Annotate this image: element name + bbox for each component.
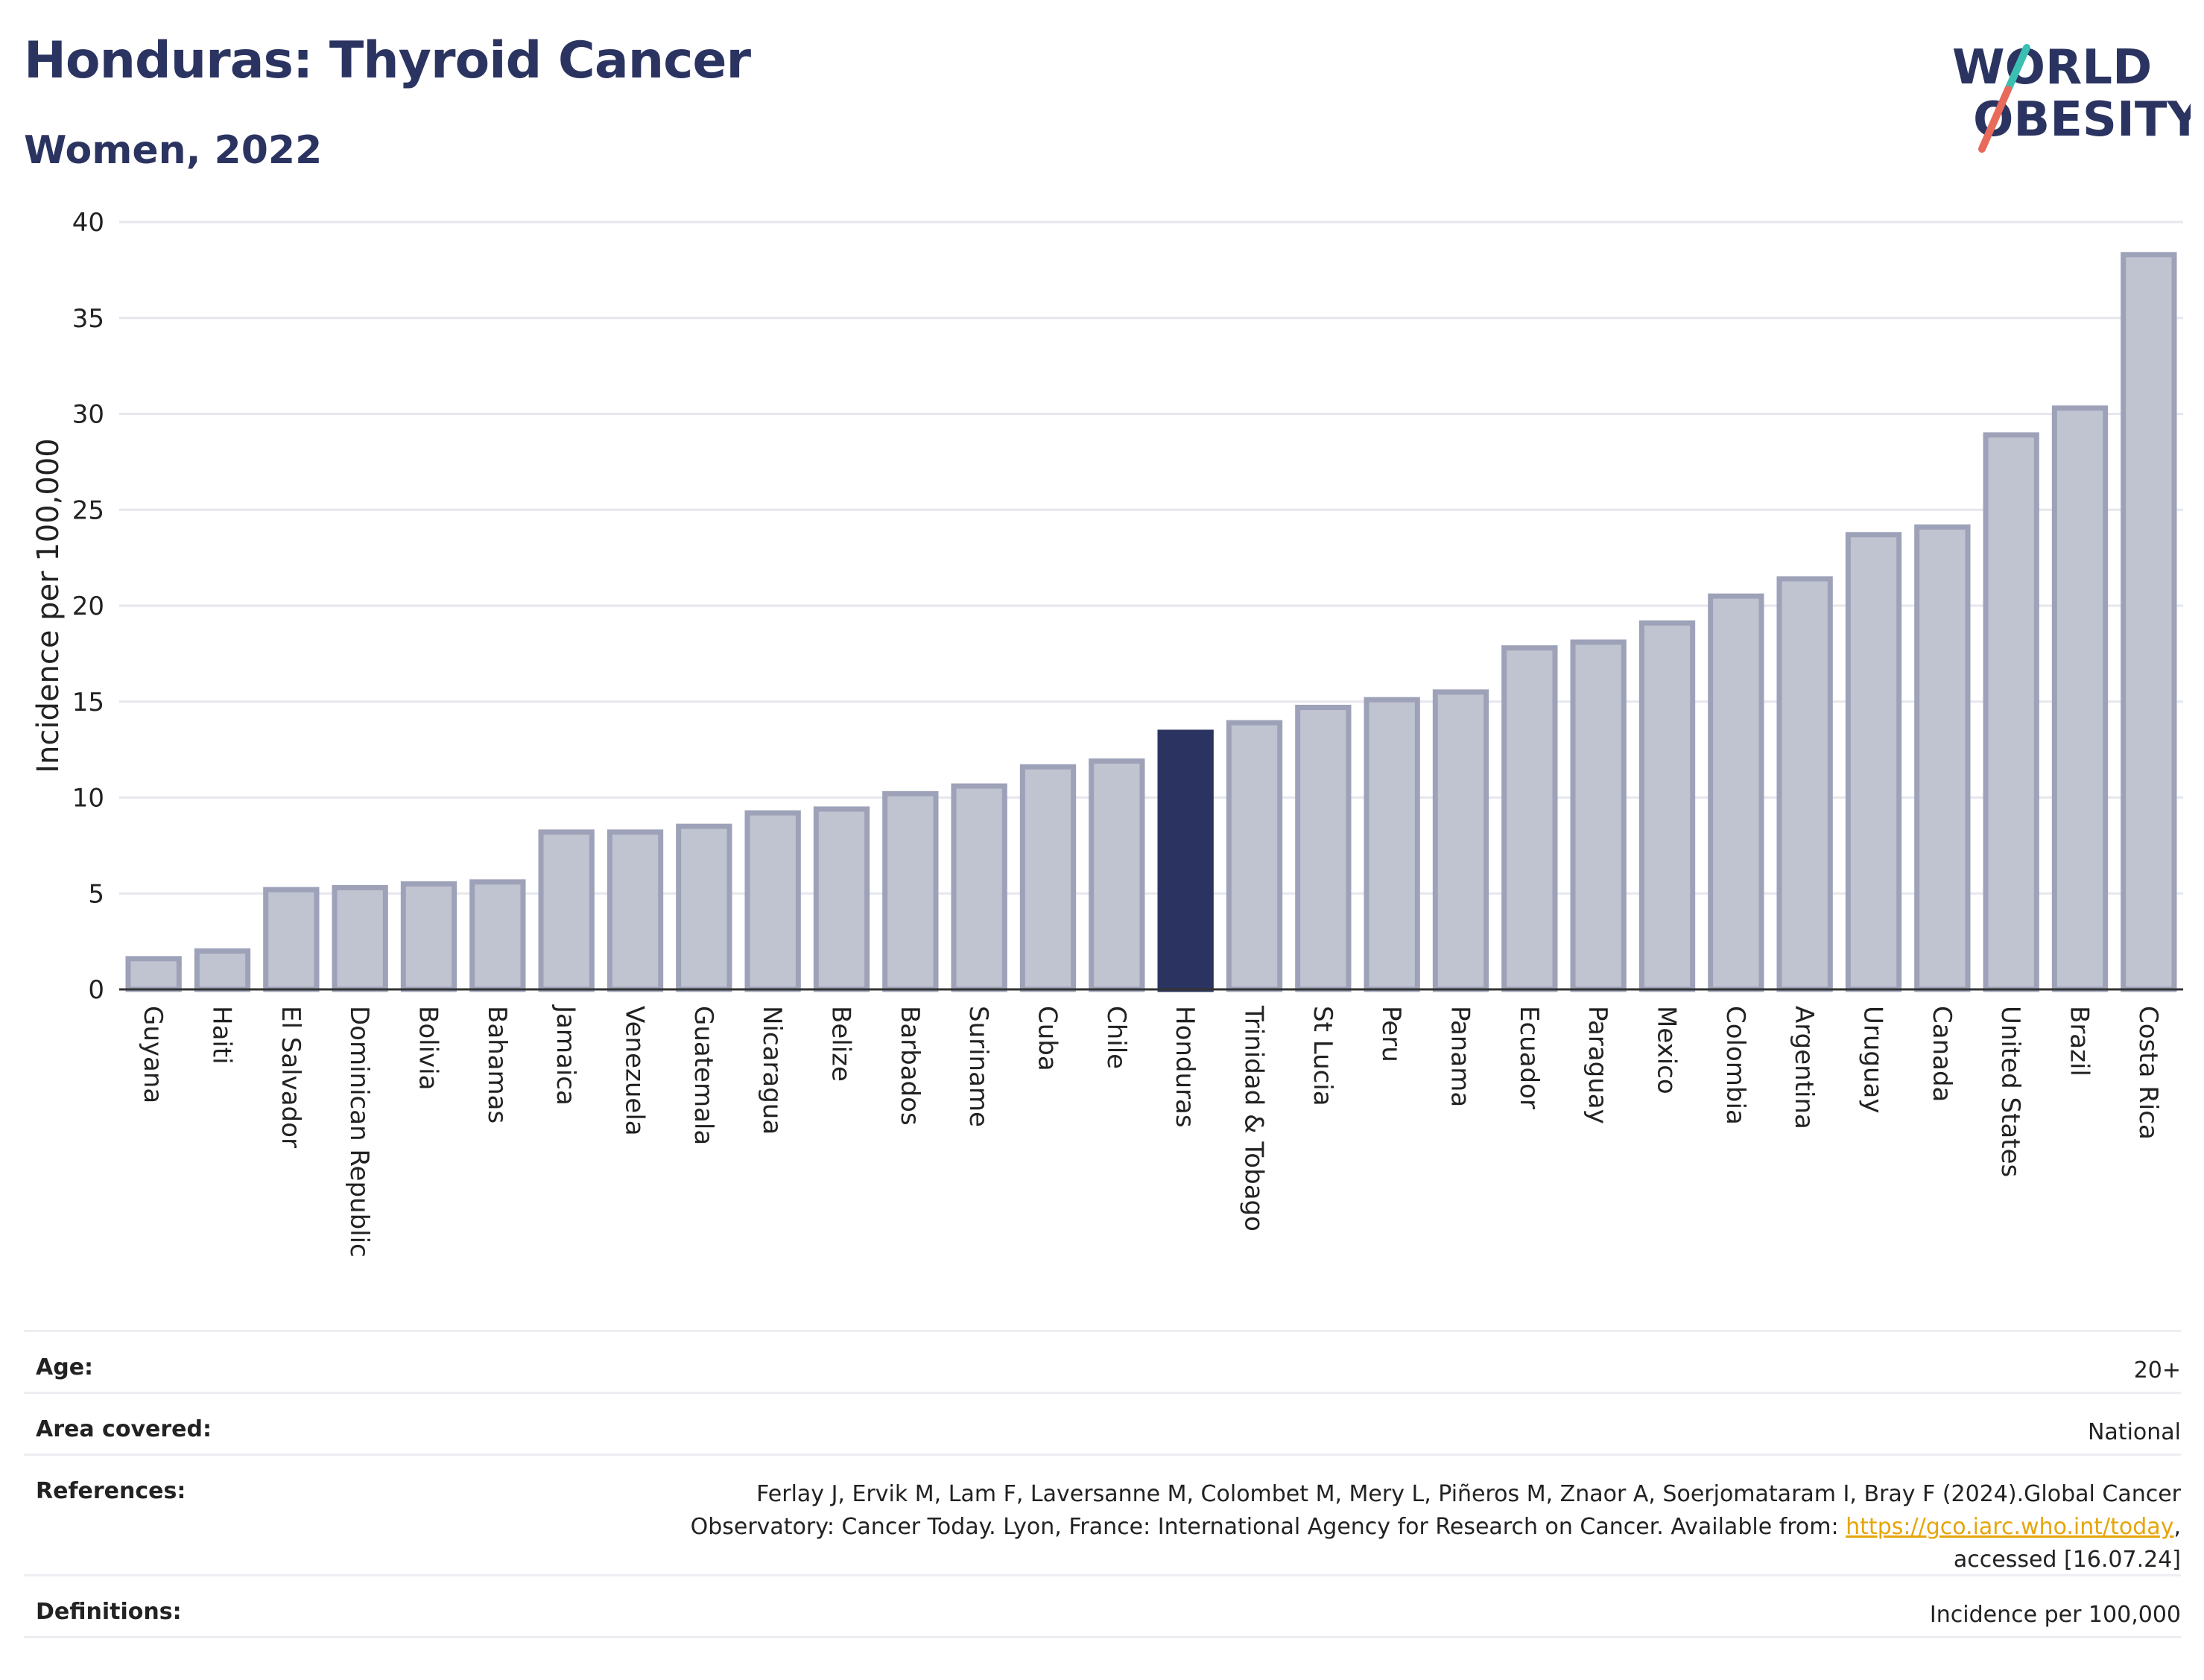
x-tick-label: Guyana <box>138 1006 168 1103</box>
x-tick-label: Guatemala <box>688 1006 718 1145</box>
chart-title: Honduras: Thyroid Cancer <box>24 31 751 90</box>
world-obesity-logo-icon: WORLD OBESITY <box>1952 40 2202 153</box>
bar-trinidad-tobago <box>1226 720 1283 992</box>
metadata-table: Age: 20+ Area covered: National Referenc… <box>24 1330 2181 1638</box>
x-tick-label: Haiti <box>207 1006 237 1065</box>
x-tick-label: Colombia <box>1720 1006 1750 1125</box>
x-tick-label: Trinidad & Tobago <box>1239 1005 1269 1232</box>
bar-argentina <box>1776 576 1833 992</box>
y-tick-label: 35 <box>72 304 104 334</box>
y-tick-label: 25 <box>72 495 104 525</box>
x-tick-label: Peru <box>1376 1006 1406 1062</box>
x-tick-label: Brazil <box>2065 1006 2094 1077</box>
bar-suriname <box>951 783 1007 992</box>
y-tick-label: 15 <box>72 688 104 717</box>
x-tick-label: Suriname <box>963 1006 993 1127</box>
y-tick-label: 0 <box>88 975 104 1005</box>
x-tick-label: Paraguay <box>1583 1006 1612 1124</box>
x-tick-label: Ecuador <box>1514 1006 1544 1109</box>
world-obesity-logo: WORLD OBESITY <box>1937 30 2202 164</box>
bar-chile <box>1089 758 1145 992</box>
area-value: National <box>2087 1419 2181 1445</box>
bar-panama <box>1432 689 1489 992</box>
x-tick-label: Dominican Republic <box>344 1006 374 1258</box>
bar-st-lucia <box>1295 704 1352 992</box>
x-tick-label: Bahamas <box>482 1006 512 1123</box>
bar-bolivia <box>400 881 457 992</box>
x-tick-label: Bolivia <box>414 1006 443 1090</box>
bar-el-salvador <box>263 887 320 992</box>
bar-bahamas <box>469 879 526 992</box>
y-axis-label: Incidence per 100,000 <box>31 438 66 773</box>
bar-dominican-republic <box>332 885 388 992</box>
x-tick-label: Cuba <box>1033 1006 1063 1071</box>
bar-uruguay <box>1845 532 1902 992</box>
bar-jamaica <box>538 829 595 992</box>
age-value: 20+ <box>2133 1357 2181 1383</box>
x-tick-label: Panama <box>1445 1006 1475 1107</box>
x-tick-label: El Salvador <box>276 1006 305 1148</box>
x-tick-label: St Lucia <box>1308 1006 1337 1106</box>
bar-haiti <box>194 948 251 992</box>
x-tick-label: Honduras <box>1170 1006 1200 1128</box>
bar-chart: 0 5 10 15 20 25 30 35 40 Guyana Haiti El Salvador D… <box>31 208 2183 1258</box>
references-text-1: Ferlay J, Ervik M, Lam F, Laversanne M, … <box>690 1481 2181 1540</box>
logo-line2: OBESITY <box>1973 92 2191 148</box>
definitions-label: Definitions: <box>36 1599 182 1625</box>
y-tick-label: 5 <box>88 879 104 909</box>
bar-guatemala <box>676 823 732 992</box>
meta-row-references: References: Ferlay J, Ervik M, Lam F, La… <box>24 1454 2181 1574</box>
logo-line1: WORLD <box>1952 40 2152 95</box>
y-tick-label: 20 <box>72 592 104 621</box>
x-tick-label: Belize <box>826 1006 856 1082</box>
bar-ecuador <box>1501 645 1558 992</box>
x-tick-label: Argentina <box>1789 1006 1819 1129</box>
bar-united-states <box>1983 432 2039 992</box>
x-tick-label: Uruguay <box>1858 1006 1888 1114</box>
bar-canada <box>1914 524 1971 992</box>
definitions-value: Incidence per 100,000 <box>1929 1602 2181 1628</box>
bar-peru <box>1364 697 1420 992</box>
meta-row-area: Area covered: National <box>24 1392 2181 1454</box>
bar-colombia <box>1708 593 1764 992</box>
bars <box>125 252 2177 992</box>
references-text-2: , accessed [16.07.24] <box>1953 1514 2181 1573</box>
x-tick-label: Venezuela <box>620 1006 650 1136</box>
area-label: Area covered: <box>36 1416 212 1442</box>
meta-row-age: Age: 20+ <box>24 1330 2181 1392</box>
bar-guyana <box>125 956 182 992</box>
bar-brazil <box>2051 405 2109 992</box>
y-axis-ticks: 0 5 10 15 20 25 30 35 40 <box>72 208 104 1005</box>
references-link[interactable]: https://gco.iarc.who.int/today <box>1846 1514 2174 1540</box>
bar-paraguay <box>1570 639 1627 992</box>
bar-mexico <box>1638 620 1696 992</box>
age-label: Age: <box>36 1354 94 1381</box>
y-tick-label: 30 <box>72 400 104 430</box>
x-tick-label: Chile <box>1101 1006 1131 1069</box>
y-tick-label: 40 <box>72 208 104 238</box>
x-tick-label: Nicaragua <box>757 1006 787 1135</box>
bar-belize <box>813 806 870 992</box>
references-value: Ferlay J, Ervik M, Lam F, Laversanne M, … <box>616 1456 2181 1574</box>
x-tick-label: Mexico <box>1652 1006 1682 1094</box>
y-tick-label: 10 <box>72 784 104 814</box>
bar-honduras <box>1157 729 1214 992</box>
bar-nicaragua <box>744 810 801 992</box>
x-tick-label: Barbados <box>895 1006 925 1126</box>
bar-costa-rica <box>2121 252 2177 992</box>
references-label: References: <box>36 1478 186 1504</box>
meta-row-definitions: Definitions: Incidence per 100,000 <box>24 1574 2181 1638</box>
x-tick-label: United States <box>1995 1006 2025 1177</box>
bar-venezuela <box>607 829 664 992</box>
x-tick-label: Costa Rica <box>2133 1006 2163 1140</box>
x-tick-label: Canada <box>1927 1006 1957 1102</box>
x-tick-label: Jamaica <box>551 1004 580 1106</box>
bar-cuba <box>1019 764 1077 992</box>
chart-subtitle: Women, 2022 <box>24 128 323 173</box>
bar-barbados <box>882 790 939 992</box>
x-axis-ticks: Guyana Haiti El Salvador Dominican Republic… <box>138 1004 2163 1258</box>
